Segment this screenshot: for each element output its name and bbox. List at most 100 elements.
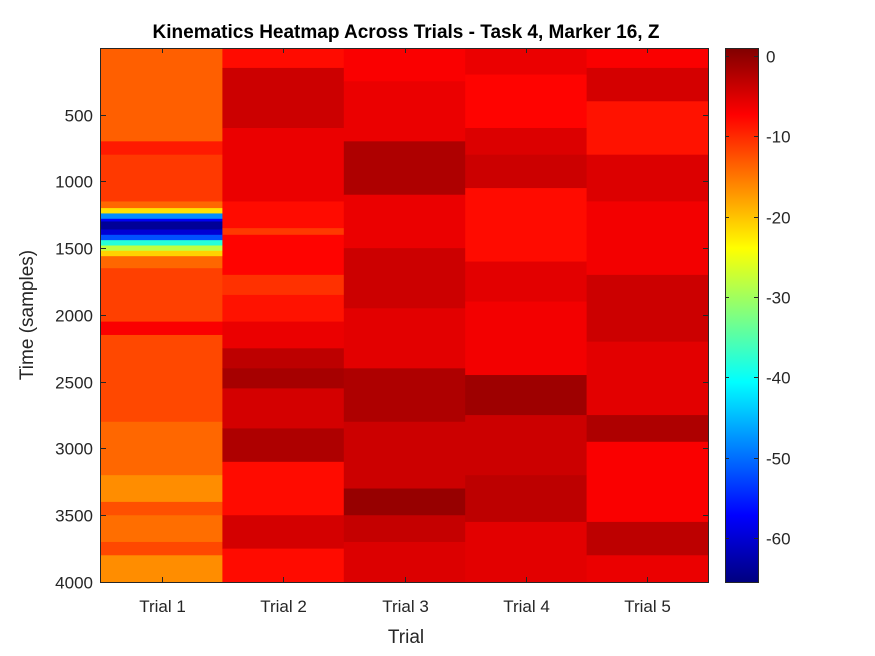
heatmap-cell <box>101 475 223 503</box>
heatmap-cell <box>222 274 345 296</box>
colorbar-tick-label: -60 <box>766 530 791 549</box>
heatmap-cell <box>101 208 223 214</box>
heatmap-cell <box>222 294 345 323</box>
y-tick-label: 500 <box>65 107 93 126</box>
heatmap-cell <box>465 74 588 129</box>
heatmap-cell <box>465 127 588 156</box>
heatmap-cell <box>343 541 466 583</box>
colorbar-tick-label: -20 <box>766 209 791 228</box>
y-tick-label: 3000 <box>55 440 93 459</box>
x-tick-label: Trial 1 <box>139 597 186 616</box>
heatmap-cell <box>586 521 709 556</box>
plot-frame <box>100 48 709 583</box>
heatmap-cell <box>222 348 345 369</box>
colorbar <box>725 48 758 582</box>
y-tick-label: 1500 <box>55 240 93 259</box>
heatmap-cell <box>586 101 709 156</box>
y-tick-label: 1000 <box>55 173 93 192</box>
heatmap-cell <box>343 488 466 516</box>
heatmap-cell <box>101 221 223 230</box>
x-axis-ticks: Trial 1 Trial 2 Trial 3 Trial 4 Trial 5 <box>139 48 671 616</box>
heatmap-cell <box>101 218 223 222</box>
heatmap-cell <box>222 127 345 202</box>
heatmap-cell <box>465 375 588 416</box>
heatmap-cell <box>101 555 223 583</box>
heatmap-cell <box>222 234 345 276</box>
heatmap-cell <box>465 261 588 303</box>
x-tick-label: Trial 5 <box>624 597 671 616</box>
heatmap-cell <box>222 201 345 229</box>
heatmap-cell <box>101 234 223 241</box>
colorbar-frame <box>725 48 759 583</box>
heatmap-cell <box>343 48 466 82</box>
heatmap-cell <box>586 201 709 276</box>
heatmap-cell <box>222 388 345 429</box>
x-axis-label: Trial <box>388 627 424 648</box>
heatmap-cell <box>343 194 466 249</box>
heatmap-cell <box>101 229 223 236</box>
colorbar-tick-label: -10 <box>766 128 791 147</box>
x-tick-label: Trial 4 <box>503 597 550 616</box>
heatmap-cell <box>101 256 223 269</box>
heatmap-cell <box>101 268 223 323</box>
heatmap-cell <box>343 368 466 423</box>
heatmap-cell <box>465 475 588 523</box>
heatmap-cell <box>586 341 709 416</box>
heatmap-cell <box>222 368 345 389</box>
heatmap-cell <box>101 245 223 252</box>
heatmap-cell <box>101 501 223 516</box>
heatmap-cell <box>222 67 345 129</box>
heatmap-cell <box>222 428 345 463</box>
heatmap-cell <box>586 441 709 523</box>
heatmap-cell <box>222 48 345 69</box>
heatmap-cells <box>101 48 709 583</box>
y-tick-label: 2500 <box>55 374 93 393</box>
heatmap-cell <box>222 461 345 516</box>
heatmap-cell <box>222 548 345 583</box>
y-tick-label: 2000 <box>55 307 93 326</box>
y-tick-label: 4000 <box>55 574 93 593</box>
heatmap-cell <box>586 154 709 202</box>
heatmap-cell <box>101 250 223 257</box>
heatmap-cell <box>101 541 223 556</box>
heatmap-cell <box>101 515 223 543</box>
heatmap-cell <box>222 321 345 349</box>
heatmap-cell <box>586 274 709 343</box>
heatmap-cell <box>101 421 223 476</box>
colorbar-tick-label: -50 <box>766 450 791 469</box>
y-axis-ticks: 500 1000 1500 2000 2500 3000 3500 4000 <box>55 107 708 593</box>
heatmap-cell <box>343 515 466 543</box>
heatmap-cell <box>101 154 223 202</box>
heatmap-cell <box>101 240 223 246</box>
colorbar-tick-label: -40 <box>766 369 791 388</box>
heatmap-cell <box>343 308 466 369</box>
heatmap-cell <box>586 48 709 69</box>
heatmap-cell <box>101 141 223 156</box>
heatmap-cell <box>101 334 223 423</box>
heatmap-cell <box>343 81 466 142</box>
y-axis-label: Time (samples) <box>17 250 38 380</box>
heatmap-cell <box>101 321 223 336</box>
x-tick-label: Trial 2 <box>260 597 307 616</box>
heatmap-cell <box>586 67 709 102</box>
heatmap-cell <box>101 48 223 142</box>
heatmap-cell <box>465 188 588 263</box>
heatmap-cell <box>343 248 466 309</box>
heatmap-cell <box>586 415 709 443</box>
heatmap-cell <box>465 521 588 583</box>
heatmap-cell <box>101 201 223 209</box>
chart-title: Kinematics Heatmap Across Trials - Task … <box>153 22 660 43</box>
colorbar-tick-label: 0 <box>766 48 775 67</box>
colorbar-tick-label: -30 <box>766 289 791 308</box>
heatmap-cell <box>465 154 588 189</box>
heatmap-cell <box>465 415 588 476</box>
heatmap-cell <box>222 515 345 550</box>
heatmap-cell <box>101 213 223 220</box>
x-tick-label: Trial 3 <box>382 597 429 616</box>
y-tick-label: 3500 <box>55 507 93 526</box>
heatmap-cell <box>465 301 588 376</box>
heatmap-cell <box>343 421 466 490</box>
heatmap-cell <box>222 228 345 236</box>
colorbar-ticks: 0 -10 -20 -30 -40 -50 -60 <box>725 48 791 549</box>
